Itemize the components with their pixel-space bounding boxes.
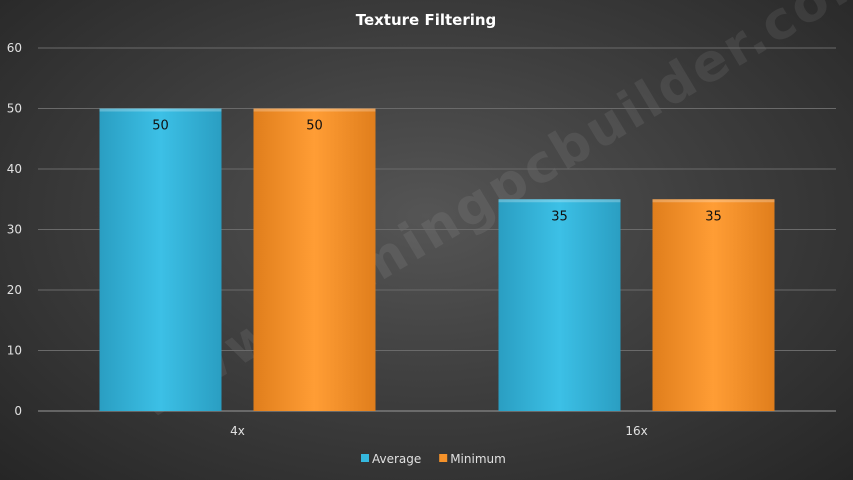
bar-minimum-4x (253, 108, 376, 411)
data-label-minimum-4x: 50 (306, 119, 323, 134)
y-axis-ticks: 0 10 20 30 40 50 60 (7, 41, 22, 418)
y-tick-label-60: 60 (7, 41, 22, 55)
bar-highlight-average-4x (99, 108, 222, 112)
x-axis-categories: 4x 16x (230, 424, 648, 438)
data-label-minimum-16x: 35 (705, 209, 722, 224)
legend-label-minimum: Minimum (450, 452, 506, 466)
bar-average-4x (99, 108, 222, 411)
legend-swatch-minimum (439, 454, 448, 462)
y-tick-label-50: 50 (7, 102, 22, 116)
bars (99, 108, 775, 411)
legend-label-average: Average (372, 452, 421, 466)
y-tick-label-30: 30 (7, 223, 22, 237)
chart-title: Texture Filtering (356, 11, 497, 29)
x-category-label-4x: 4x (230, 424, 245, 438)
bar-minimum-16x (652, 199, 775, 411)
data-label-average-16x: 35 (551, 209, 568, 224)
x-category-label-16x: 16x (625, 424, 647, 438)
legend: Average Minimum (361, 452, 506, 466)
y-tick-label-40: 40 (7, 162, 22, 176)
bar-average-16x (498, 199, 621, 411)
bar-highlight-average-16x (498, 199, 621, 203)
bar-highlight-minimum-16x (652, 199, 775, 203)
data-label-average-4x: 50 (152, 119, 169, 134)
legend-swatch-average (361, 454, 369, 462)
data-labels: 50 50 35 35 (152, 119, 722, 225)
bar-highlight-minimum-4x (253, 108, 376, 112)
y-tick-label-10: 10 (7, 344, 22, 358)
y-tick-label-0: 0 (14, 404, 22, 418)
y-tick-label-20: 20 (7, 283, 22, 297)
